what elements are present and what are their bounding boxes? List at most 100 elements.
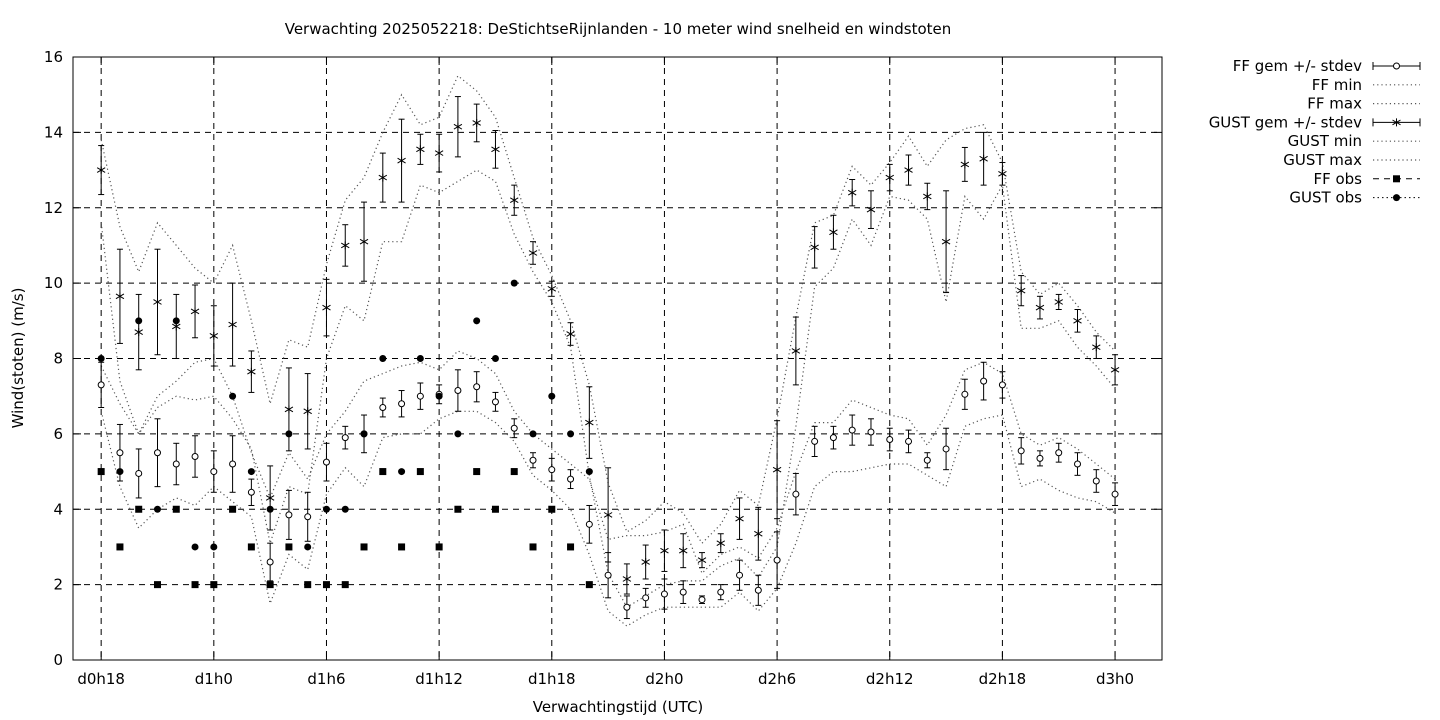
ff-obs-point [567, 543, 575, 551]
gust-mean-point [772, 465, 782, 474]
gust-mean-point [1035, 303, 1045, 312]
ff-mean-point [416, 392, 424, 400]
y-tick-label: 8 [53, 350, 63, 368]
ff-obs-point [379, 468, 387, 476]
legend-ff-obs-marker [1393, 175, 1400, 183]
gust-mean-point [979, 154, 988, 163]
ff-obs-point [172, 505, 180, 513]
gust-obs-point [585, 468, 593, 476]
gust-mean-point [247, 367, 256, 376]
legend-ff-max-label: FF max [1307, 95, 1362, 113]
gust-mean-point [716, 539, 726, 548]
ff-mean-point [1111, 490, 1119, 498]
gust-obs-point [135, 317, 143, 325]
gust-mean-point [547, 284, 557, 293]
gust-obs-point [191, 543, 199, 551]
gust-mean-point [509, 196, 519, 205]
ff-mean-point [567, 475, 575, 483]
gust-mean-point [603, 510, 613, 519]
ff-obs-point [229, 505, 237, 513]
ff-mean-point [679, 588, 687, 596]
gust-obs-point [435, 392, 443, 400]
gust-obs-point [322, 505, 330, 513]
gust-mean-point [754, 529, 763, 538]
ff-obs-point [529, 543, 537, 551]
x-tick-label: d1h6 [307, 670, 345, 688]
gust-mean-point [829, 228, 838, 237]
gust-obs-point [285, 430, 293, 438]
gust-mean-point [416, 145, 425, 154]
ff-mean-point [829, 434, 837, 442]
gust-mean-point [359, 237, 369, 246]
ff-mean-point [1036, 454, 1044, 462]
legend-ff-mean-marker [1393, 62, 1400, 70]
gust-mean-point [96, 166, 106, 175]
gust-mean-point [923, 192, 932, 201]
gust-obs-point [491, 355, 499, 362]
legend-gust-max-label: GUST max [1283, 151, 1362, 169]
x-tick-label: d2h12 [866, 670, 914, 688]
ff-mean-point [905, 437, 913, 445]
gust-mean-point [810, 243, 819, 252]
ff-obs-point [322, 581, 330, 589]
x-tick-label: d1h18 [528, 670, 576, 688]
gust-obs-point [416, 355, 424, 362]
gust-obs-point [247, 468, 255, 476]
ff-mean-point [322, 458, 330, 466]
gust-obs-point [304, 543, 312, 551]
ff-mean-point [398, 400, 406, 408]
legend-gust-mean-marker [1392, 118, 1401, 127]
x-tick-label: d2h0 [645, 670, 683, 688]
ff-mean-point [491, 398, 499, 406]
legend-gust-mean-label: GUST gem +/- stdev [1209, 113, 1362, 131]
gust-mean-point [1054, 297, 1063, 306]
ff-mean-point [1055, 449, 1063, 457]
ff-mean-point [191, 452, 199, 460]
ff-mean-point [266, 558, 274, 566]
ff-obs-point [398, 543, 406, 551]
gust-mean-point [115, 292, 125, 301]
gust-obs-point [379, 355, 387, 362]
gust-mean-point [134, 328, 143, 337]
gust-mean-point [228, 320, 237, 329]
ff-mean-point [97, 381, 105, 389]
ff-obs-point [210, 581, 218, 589]
ff-mean-point [923, 456, 931, 464]
y-tick-label: 6 [53, 425, 63, 443]
ff-mean-point [210, 468, 218, 476]
data-markers [96, 118, 1120, 611]
gust-mean-point [453, 122, 463, 131]
ff-mean-point [623, 603, 631, 611]
gust-mean-point [622, 574, 632, 583]
gust-mean-point [491, 145, 500, 154]
ff-obs-point [585, 581, 593, 589]
y-tick-label: 4 [53, 500, 63, 518]
x-tick-label: d0h18 [77, 670, 125, 688]
ff-obs-point [454, 505, 462, 513]
ff-mean-point [998, 381, 1006, 389]
gust-mean-point [1073, 316, 1082, 325]
gust-mean-point [303, 407, 312, 416]
ff-mean-point [585, 520, 593, 528]
ff-obs-point [435, 543, 443, 551]
ff-mean-point [1092, 477, 1100, 485]
ff-mean-point [135, 469, 143, 477]
gust-mean-point [941, 237, 951, 246]
gust-obs-point [116, 468, 124, 476]
x-tick-label: d1h0 [195, 670, 233, 688]
gust-mean-point [153, 297, 162, 306]
gust-mean-point [1110, 365, 1120, 374]
gust-mean-point [434, 149, 444, 158]
gust-mean-point [190, 307, 200, 316]
ff-mean-point [304, 513, 312, 521]
ff-mean-point [229, 460, 237, 468]
ff-mean-point [116, 449, 124, 457]
ff-mean-point [153, 449, 161, 457]
gust-mean-point [397, 156, 406, 165]
ff-mean-point [773, 556, 781, 564]
ff-obs-point [285, 543, 293, 551]
ff-obs-point [341, 581, 349, 589]
ff-obs-point [116, 543, 124, 551]
y-tick-label: 14 [44, 123, 63, 141]
